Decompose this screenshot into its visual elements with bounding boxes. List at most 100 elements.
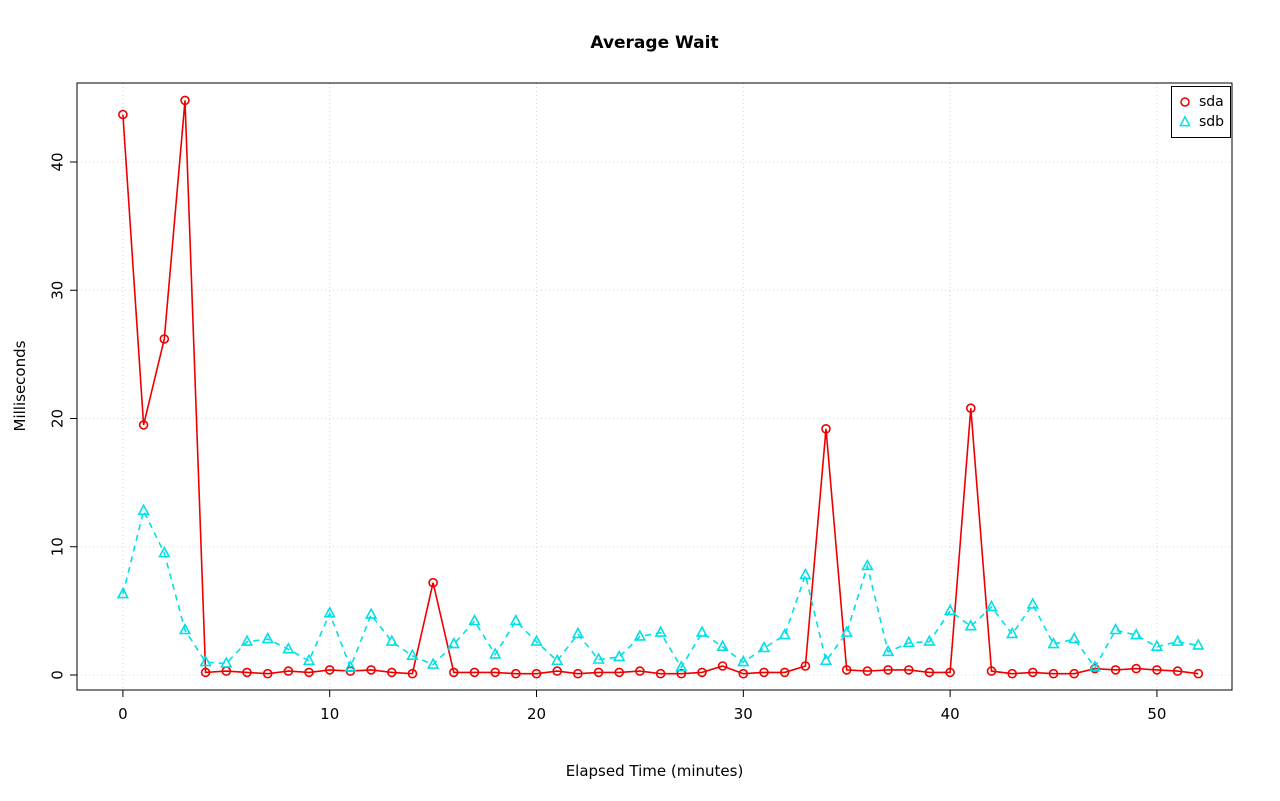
axis-ticks: [70, 161, 1158, 697]
sdb-point-marker: [964, 619, 977, 631]
sdb-point-marker: [426, 657, 440, 669]
sdb-point-marker: [571, 626, 585, 639]
sda-point-marker: [531, 668, 542, 679]
sda-point-marker: [1007, 668, 1018, 679]
sda-point-marker: [697, 667, 707, 678]
sdb-point-marker: [240, 634, 254, 646]
sda-point-marker: [200, 667, 211, 678]
sdb-point-marker: [116, 587, 130, 599]
sdb-point-marker: [923, 634, 936, 646]
sdb-line: [122, 508, 1199, 670]
sda-point-marker: [1048, 668, 1059, 679]
sdb-point-marker: [695, 625, 709, 637]
sdb-point-marker: [199, 655, 212, 667]
legend-label-sdb: sdb: [1199, 114, 1225, 130]
sda-point-marker: [800, 661, 811, 671]
y-axis-label: Milliseconds: [11, 340, 29, 432]
sda-point-marker: [821, 423, 831, 434]
sda-point-marker: [118, 109, 128, 120]
sdb-point-marker: [406, 648, 419, 660]
y-tick-label: 20: [49, 409, 67, 428]
sda-line: [122, 100, 1199, 675]
sda-point-marker: [841, 665, 852, 675]
series-sda: [118, 95, 1204, 679]
legend-item-sdb: sdb: [1178, 112, 1224, 132]
sda-point-marker: [1110, 665, 1121, 675]
sda-point-marker: [655, 668, 666, 679]
sda-point-marker: [614, 667, 625, 678]
sda-circle-marker-icon: [1180, 97, 1190, 107]
sdb-point-marker: [220, 656, 233, 668]
sdb-point-marker: [447, 637, 460, 649]
sdb-point-marker: [1026, 597, 1039, 609]
sdb-point-marker: [633, 629, 647, 641]
legend-item-sda: sda: [1178, 92, 1224, 112]
sdb-point-marker: [468, 613, 481, 626]
sda-point-marker: [138, 420, 149, 430]
sdb-point-marker: [819, 653, 833, 666]
plot-box: [76, 82, 1233, 691]
sda-point-marker: [759, 667, 769, 678]
sda-point-marker: [717, 661, 728, 671]
series-sdb: [116, 503, 1205, 672]
x-tick-label: 10: [320, 705, 339, 723]
sda-point-marker: [159, 334, 170, 344]
y-tick-label: 0: [49, 670, 67, 680]
sdb-point-marker: [1006, 626, 1019, 639]
sdb-point-marker: [861, 558, 874, 571]
sdb-point-marker: [1150, 639, 1164, 651]
sda-point-marker: [779, 667, 790, 678]
sda-point-marker: [1069, 668, 1079, 679]
sda-point-marker: [552, 666, 563, 676]
sda-point-marker: [283, 666, 294, 676]
sdb-point-marker: [881, 644, 895, 657]
axis-tick-labels: 0 10 20 30 40 50 0 10 20 30 40: [49, 152, 1167, 723]
sdb-point-marker: [613, 649, 626, 662]
sdb-point-marker: [1047, 637, 1060, 649]
sdb-point-marker: [1068, 631, 1081, 644]
x-tick-label: 50: [1147, 705, 1166, 723]
legend-label-sda: sda: [1199, 94, 1224, 110]
sda-point-marker: [903, 665, 914, 675]
sdb-point-marker: [1088, 660, 1102, 672]
sda-point-marker: [883, 665, 893, 675]
x-axis-label: Elapsed Time (minutes): [565, 762, 744, 780]
y-tick-label: 10: [49, 537, 67, 556]
sdb-point-marker: [282, 642, 295, 654]
sdb-point-marker: [302, 653, 316, 666]
sdb-point-marker: [799, 567, 812, 580]
grid-lines: [77, 83, 1232, 690]
y-tick-label: 30: [49, 281, 67, 300]
sda-point-marker: [180, 95, 190, 106]
sda-point-marker: [945, 667, 955, 678]
sda-point-marker: [510, 668, 521, 679]
sdb-point-marker: [364, 607, 378, 619]
sdb-point-marker: [716, 639, 729, 651]
sdb-point-marker: [1130, 628, 1143, 640]
x-tick-label: 40: [941, 705, 960, 723]
sda-point-marker: [965, 403, 976, 414]
sdb-point-marker: [757, 640, 771, 653]
sdb-point-marker: [654, 625, 667, 637]
sda-point-marker: [676, 668, 687, 679]
sda-point-marker: [924, 667, 935, 678]
sda-point-marker: [448, 667, 459, 678]
sdb-point-marker: [551, 653, 564, 666]
sdb-point-marker: [323, 606, 336, 618]
sdb-triangle-marker-icon: [1179, 115, 1191, 127]
sda-point-marker: [573, 668, 583, 679]
sdb-point-marker: [737, 655, 750, 667]
sdb-point-marker: [385, 634, 398, 646]
sdb-point-marker: [261, 631, 274, 644]
x-tick-label: 20: [527, 705, 546, 723]
sda-point-marker: [386, 667, 397, 678]
sda-point-marker: [242, 667, 252, 678]
sda-point-marker: [593, 667, 604, 678]
sda-point-marker: [1152, 665, 1162, 675]
sdb-point-marker: [178, 622, 192, 635]
sda-point-marker: [1172, 666, 1183, 676]
sdb-point-marker: [592, 652, 605, 664]
sda-point-marker: [635, 666, 645, 676]
legend: sda sdb: [1171, 86, 1231, 138]
sda-point-marker: [738, 668, 749, 679]
